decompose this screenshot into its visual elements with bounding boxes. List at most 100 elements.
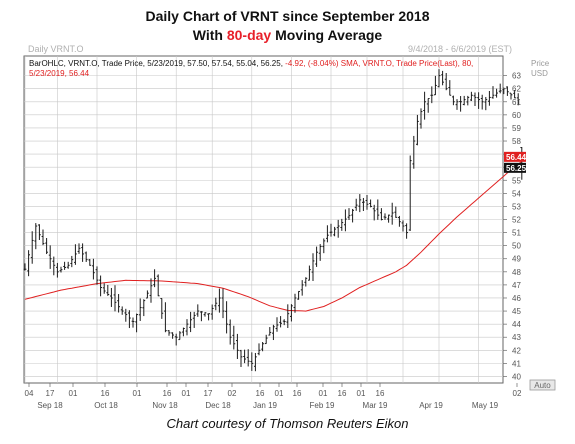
ohlc-bar (131, 317, 135, 328)
ohlc-bar (146, 290, 149, 299)
y-tick-label: 62 (512, 85, 521, 94)
ohlc-bar (365, 194, 369, 210)
ohlc-bar (225, 301, 228, 334)
x-tick-label: 02 (228, 389, 237, 398)
ohlc-bar (362, 197, 365, 211)
legend-line-1: BarOHLC, VRNT.O, Trade Price, 5/23/2019,… (29, 59, 473, 68)
ohlc-bar (329, 223, 333, 237)
ohlc-bar (434, 75, 437, 96)
auto-label: Auto (534, 381, 551, 390)
ohlc-bar (214, 297, 218, 311)
legend-change: -4.92, (-8.04%) (285, 59, 339, 68)
x-tick-label: 04 (25, 389, 34, 398)
ohlc-bar (200, 311, 203, 322)
ohlc-bar (239, 349, 243, 368)
ohlc-bar (88, 258, 92, 266)
x-tick-label: 17 (46, 389, 55, 398)
month-label: Nov 18 (152, 401, 178, 410)
ohlc-bar (250, 352, 254, 371)
ohlc-bar (218, 288, 221, 313)
sma-value-text: 56.44 (506, 153, 527, 162)
ohlc-bar (426, 98, 430, 113)
ohlc-bar (174, 333, 178, 346)
ohlc-bar (412, 135, 416, 169)
ohlc-bar (293, 293, 297, 313)
ohlc-bar (351, 208, 354, 223)
x-tick-label: 17 (204, 389, 213, 398)
y-tick-label: 50 (512, 242, 521, 251)
month-label: Feb 19 (310, 401, 335, 410)
ohlc-bar (491, 86, 495, 99)
ohlc-bar (196, 304, 200, 317)
ohlc-bar (156, 274, 160, 297)
price-axis-title: Price USD (531, 59, 550, 78)
ohlc-bar (484, 96, 488, 111)
ohlc-bar (92, 258, 95, 280)
ohlc-bar (66, 261, 70, 269)
ohlc-bar (488, 90, 491, 106)
ohlc-bar (480, 94, 484, 110)
ohlc-bar (246, 349, 250, 367)
y-tick-label: 54 (512, 189, 521, 198)
ohlc-bar (419, 108, 423, 129)
x-tick-label: 16 (293, 389, 302, 398)
ohlc-bar (110, 287, 113, 307)
y-tick-label: 46 (512, 294, 521, 303)
month-label: Dec 18 (205, 401, 231, 410)
subtitle-highlight: 80-day (226, 27, 272, 43)
y-tick-label: 58 (512, 137, 521, 146)
ohlc-bar (369, 199, 372, 208)
ohlc-bar (423, 91, 426, 120)
ohlc-bar (81, 243, 84, 262)
ohlc-bar (358, 194, 362, 213)
ohlc-bar (322, 238, 326, 254)
month-label: Mar 19 (363, 401, 388, 410)
ohlc-bar (48, 245, 52, 269)
ohlc-bar (344, 209, 347, 232)
ohlc-bar (52, 256, 56, 276)
ohlc-bar (117, 294, 120, 313)
ohlc-bar (268, 327, 272, 336)
ohlc-bar (34, 223, 38, 250)
ohlc-bar (56, 262, 59, 278)
y-tick-label: 41 (512, 359, 521, 368)
ohlc-bar (138, 298, 142, 321)
chart-subtitle: With 80-day Moving Average (0, 27, 575, 43)
ohlc-bar (506, 86, 509, 96)
auto-button[interactable]: Auto (529, 379, 556, 391)
subtitle-prefix: With (192, 27, 227, 43)
ohlc-bar (27, 250, 30, 277)
ohlc-bar (164, 302, 167, 333)
ohlc-bar (228, 319, 232, 345)
date-range-label: 9/4/2018 - 6/6/2019 (EST) (408, 44, 512, 54)
x-tick-label: 01 (357, 389, 366, 398)
legend-sma: SMA, VRNT.O, Trade Price(Last), 80, (341, 59, 473, 68)
ohlc-bar (128, 310, 131, 329)
ohlc-bar (390, 202, 394, 225)
y-tick-label: 53 (512, 202, 521, 211)
ohlc-bar (290, 304, 293, 322)
ohlc-bar (333, 226, 336, 237)
ohlc-bar (383, 213, 387, 220)
y-tick-label: 49 (512, 255, 521, 264)
y-tick-label: 44 (512, 320, 521, 329)
ohlc-bar (354, 198, 358, 211)
ohlc-bar (124, 308, 128, 322)
ohlc-bar (149, 278, 153, 303)
caption: Chart courtesy of Thomson Reuters Eikon (166, 416, 409, 431)
ohlc-bar (304, 277, 308, 287)
ohlc-bar (153, 269, 156, 288)
x-tick-label: 01 (182, 389, 191, 398)
ohlc-bars (23, 69, 524, 372)
ohlc-bar (99, 275, 102, 297)
sma-path (24, 161, 523, 312)
ohlc-bar (340, 218, 344, 231)
y-tick-label: 47 (512, 281, 521, 290)
x-tick-label: 16 (101, 389, 110, 398)
ohlc-bar (77, 243, 81, 254)
ohlc-bar (416, 114, 419, 146)
ohlc-bar (30, 231, 34, 264)
x-tick-label: 02 (513, 389, 522, 398)
ohlc-bar (84, 251, 88, 262)
x-tick-label: 01 (275, 389, 284, 398)
